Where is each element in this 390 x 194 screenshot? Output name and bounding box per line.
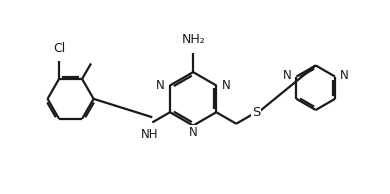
Text: N: N: [156, 79, 165, 92]
Text: NH: NH: [141, 128, 159, 141]
Text: N: N: [222, 79, 230, 92]
Text: N: N: [340, 69, 349, 82]
Text: Cl: Cl: [53, 42, 65, 55]
Text: NH₂: NH₂: [181, 33, 205, 46]
Text: S: S: [252, 106, 261, 119]
Text: N: N: [189, 126, 197, 139]
Text: N: N: [282, 69, 291, 82]
